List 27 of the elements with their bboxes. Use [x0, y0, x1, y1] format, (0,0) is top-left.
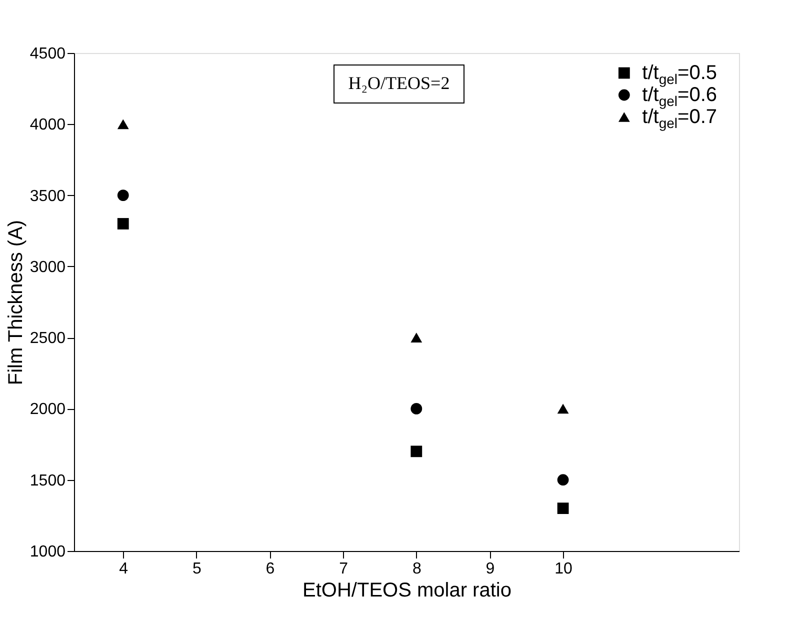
point: [557, 474, 569, 486]
y-axis-title: Film Thickness (A): [4, 220, 27, 386]
point: [117, 218, 129, 230]
annotation: H₂O/TEOS=2: [348, 73, 450, 93]
x-tick-label: 4: [119, 560, 128, 578]
point: [117, 190, 129, 201]
x-tick-label: 9: [486, 560, 495, 578]
y-tick-label: 1000: [30, 544, 66, 560]
x-tick-label: 10: [554, 560, 573, 578]
y-tick-label: 1500: [30, 472, 66, 490]
x-tick-label: 5: [192, 560, 202, 578]
point: [117, 119, 129, 130]
y-tick-label: 4000: [30, 116, 66, 134]
point: [557, 404, 569, 414]
point: [410, 332, 422, 343]
y-tick-label: 3500: [30, 188, 66, 205]
x-tick-label: 7: [339, 560, 348, 578]
x-tick-label: 6: [266, 560, 275, 578]
y-tick-label: 2000: [30, 401, 66, 418]
y-tick-label: 4500: [30, 46, 66, 62]
point: [557, 502, 569, 514]
y-tick-label: 3000: [30, 258, 66, 276]
x-tick-label: 8: [412, 560, 422, 578]
point: [410, 403, 422, 414]
x-axis-title: EtOH/TEOS molar ratio: [302, 580, 512, 602]
point: [410, 446, 422, 458]
y-tick-label: 2500: [30, 330, 66, 348]
